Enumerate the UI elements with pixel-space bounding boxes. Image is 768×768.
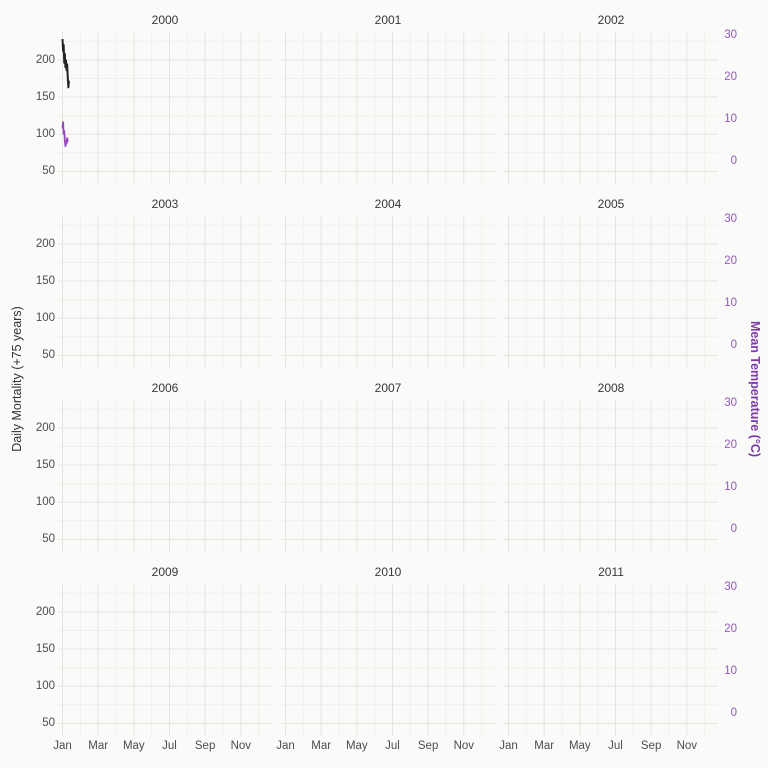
facet-strip-2010: 2010 <box>374 565 402 579</box>
x-tick-label: Mar <box>311 740 332 752</box>
y-tick-label: 100 <box>35 680 55 693</box>
x-tick-label: May <box>568 740 591 752</box>
x-tick-label: May <box>122 740 145 752</box>
y-tick-label: 150 <box>35 91 55 104</box>
x-tick-label: Sep <box>417 740 439 752</box>
y-tick-label: 100 <box>35 496 55 509</box>
right-tick-label: 30 <box>724 396 737 409</box>
x-tick-label: Nov <box>676 740 698 752</box>
right-tick-label: 0 <box>730 523 737 536</box>
facet-panel-2008 <box>504 400 718 552</box>
right-axis-title: Mean Temperature (°C) <box>748 320 762 458</box>
right-tick-label: 20 <box>724 623 737 636</box>
right-tick-label: 20 <box>724 255 737 268</box>
x-tick-label: Jul <box>608 740 623 752</box>
right-tick-label: 30 <box>724 580 737 593</box>
x-tick-label: Mar <box>534 740 555 752</box>
x-tick-label: Nov <box>453 740 475 752</box>
facet-strip-2003: 2003 <box>151 197 179 211</box>
facet-panel-2011 <box>504 584 718 736</box>
y-tick-label: 200 <box>35 421 55 434</box>
x-tick-label: May <box>345 740 368 752</box>
right-tick-label: 20 <box>724 439 737 452</box>
facet-strip-2002: 2002 <box>597 13 625 27</box>
facet-strip-2009: 2009 <box>151 565 179 579</box>
y-tick-label: 50 <box>42 717 55 730</box>
right-tick-label: 20 <box>724 71 737 84</box>
x-tick-label: Jan <box>276 740 295 752</box>
facet-panel-2001 <box>281 32 495 184</box>
facet-strip-2007: 2007 <box>374 381 402 395</box>
right-tick-label: 10 <box>724 665 737 678</box>
facet-panel-2004 <box>281 216 495 368</box>
facet-panel-2006 <box>58 400 272 552</box>
x-tick-label: Mar <box>88 740 109 752</box>
facet-strip-2008: 2008 <box>597 381 625 395</box>
right-tick-label: 0 <box>730 339 737 352</box>
y-tick-label: 50 <box>42 533 55 546</box>
temperature-line <box>61 121 69 148</box>
facet-panel-2007 <box>281 400 495 552</box>
x-tick-label: Sep <box>640 740 662 752</box>
facet-panel-2010 <box>281 584 495 736</box>
x-tick-label: Nov <box>230 740 252 752</box>
right-tick-label: 30 <box>724 212 737 225</box>
facet-panel-2005 <box>504 216 718 368</box>
facet-panel-2009 <box>58 584 272 736</box>
facet-strip-2006: 2006 <box>151 381 179 395</box>
y-tick-label: 200 <box>35 237 55 250</box>
y-tick-label: 100 <box>35 312 55 325</box>
right-tick-label: 0 <box>730 707 737 720</box>
facet-strip-2011: 2011 <box>598 565 624 579</box>
y-tick-label: 50 <box>42 349 55 362</box>
x-tick-label: Jan <box>53 740 72 752</box>
facet-panel-2002 <box>504 32 718 184</box>
facet-strip-2004: 2004 <box>374 197 402 211</box>
facet-strip-2005: 2005 <box>597 197 625 211</box>
facet-panel-2000 <box>58 32 272 184</box>
y-tick-label: 50 <box>42 165 55 178</box>
x-tick-label: Jul <box>385 740 400 752</box>
facet-strip-2000: 2000 <box>151 13 179 27</box>
right-tick-label: 10 <box>724 113 737 126</box>
x-tick-label: Sep <box>194 740 216 752</box>
y-tick-label: 150 <box>35 643 55 656</box>
facet-panel-2003 <box>58 216 272 368</box>
right-tick-label: 10 <box>724 297 737 310</box>
y-tick-label: 150 <box>35 459 55 472</box>
x-tick-label: Jan <box>499 740 518 752</box>
right-tick-label: 10 <box>724 481 737 494</box>
x-tick-label: Jul <box>162 740 177 752</box>
right-tick-label: 0 <box>730 155 737 168</box>
y-tick-label: 100 <box>35 128 55 141</box>
mortality-line <box>61 39 70 89</box>
right-tick-label: 30 <box>724 28 737 41</box>
y-tick-label: 150 <box>35 275 55 288</box>
y-tick-label: 200 <box>35 53 55 66</box>
y-tick-label: 200 <box>35 605 55 618</box>
facet-strip-2001: 2001 <box>374 13 402 27</box>
